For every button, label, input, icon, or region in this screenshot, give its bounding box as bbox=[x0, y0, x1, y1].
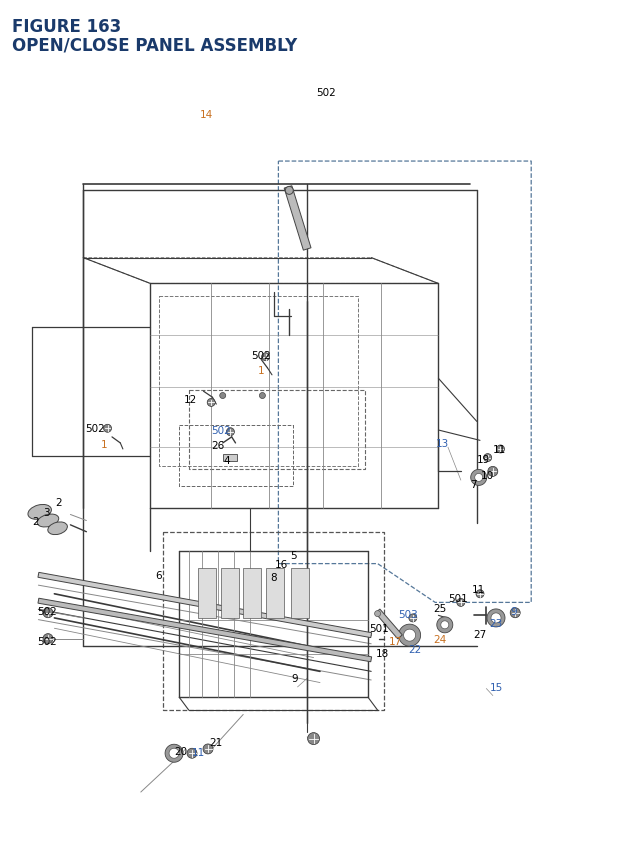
Polygon shape bbox=[475, 474, 483, 482]
Text: 502: 502 bbox=[37, 606, 57, 616]
Polygon shape bbox=[375, 610, 403, 639]
Polygon shape bbox=[38, 573, 372, 638]
Text: 11: 11 bbox=[472, 585, 485, 595]
Text: 15: 15 bbox=[490, 682, 502, 692]
Circle shape bbox=[43, 634, 53, 644]
Polygon shape bbox=[169, 748, 179, 759]
Text: 24: 24 bbox=[434, 634, 447, 644]
Polygon shape bbox=[404, 629, 415, 641]
Bar bbox=[198, 568, 216, 618]
Circle shape bbox=[308, 733, 319, 745]
Text: 501: 501 bbox=[448, 593, 467, 604]
Polygon shape bbox=[441, 621, 449, 629]
Text: 2: 2 bbox=[32, 517, 38, 527]
Text: 11: 11 bbox=[192, 747, 205, 758]
Ellipse shape bbox=[48, 523, 67, 535]
Circle shape bbox=[187, 748, 197, 759]
Circle shape bbox=[510, 608, 520, 618]
Text: 5: 5 bbox=[290, 550, 296, 561]
Circle shape bbox=[285, 187, 293, 195]
Text: 502: 502 bbox=[37, 636, 57, 647]
Text: 6: 6 bbox=[156, 570, 162, 580]
Text: 17: 17 bbox=[389, 636, 402, 647]
Text: 22: 22 bbox=[408, 644, 421, 654]
Text: 11: 11 bbox=[493, 444, 506, 455]
Text: 12: 12 bbox=[184, 394, 197, 405]
Text: 26: 26 bbox=[211, 440, 224, 450]
Polygon shape bbox=[165, 745, 183, 762]
Polygon shape bbox=[284, 187, 311, 251]
Circle shape bbox=[203, 744, 213, 754]
Circle shape bbox=[374, 611, 381, 616]
Text: 25: 25 bbox=[434, 603, 447, 613]
Text: 14: 14 bbox=[200, 109, 212, 120]
Polygon shape bbox=[487, 610, 505, 627]
Bar bbox=[223, 455, 237, 461]
Text: 20: 20 bbox=[174, 746, 187, 756]
Ellipse shape bbox=[28, 505, 51, 520]
Text: 7: 7 bbox=[470, 480, 477, 490]
Circle shape bbox=[207, 399, 215, 407]
Bar bbox=[221, 568, 239, 618]
Circle shape bbox=[43, 608, 53, 618]
Ellipse shape bbox=[37, 515, 59, 527]
Text: 1: 1 bbox=[101, 439, 108, 449]
Text: 501: 501 bbox=[370, 623, 389, 634]
Polygon shape bbox=[399, 624, 420, 647]
Circle shape bbox=[262, 353, 269, 362]
Text: 9: 9 bbox=[511, 606, 517, 616]
Text: 4: 4 bbox=[224, 455, 230, 466]
Text: 13: 13 bbox=[436, 438, 449, 449]
Text: 9: 9 bbox=[291, 673, 298, 684]
Text: 10: 10 bbox=[481, 470, 494, 480]
Circle shape bbox=[457, 598, 465, 607]
Circle shape bbox=[488, 467, 498, 477]
Text: 23: 23 bbox=[490, 618, 502, 629]
Polygon shape bbox=[471, 470, 487, 486]
Text: 502: 502 bbox=[317, 88, 336, 98]
Text: 8: 8 bbox=[271, 572, 277, 582]
Text: 18: 18 bbox=[376, 648, 389, 659]
Bar bbox=[243, 568, 261, 618]
Text: 502: 502 bbox=[211, 425, 230, 436]
Text: 502: 502 bbox=[85, 424, 104, 434]
Text: 21: 21 bbox=[210, 737, 223, 747]
Text: OPEN/CLOSE PANEL ASSEMBLY: OPEN/CLOSE PANEL ASSEMBLY bbox=[12, 36, 297, 54]
Circle shape bbox=[484, 454, 492, 462]
Polygon shape bbox=[437, 617, 453, 633]
Circle shape bbox=[227, 428, 234, 437]
Text: 3: 3 bbox=[43, 507, 49, 517]
Text: 1: 1 bbox=[258, 365, 264, 375]
Text: 502: 502 bbox=[252, 350, 271, 361]
Text: 503: 503 bbox=[399, 610, 418, 620]
Polygon shape bbox=[38, 598, 372, 662]
Circle shape bbox=[497, 445, 504, 454]
Text: 16: 16 bbox=[275, 560, 288, 570]
Circle shape bbox=[476, 590, 484, 598]
Circle shape bbox=[409, 614, 417, 623]
Text: 19: 19 bbox=[477, 455, 490, 465]
Circle shape bbox=[259, 393, 266, 399]
Text: FIGURE 163: FIGURE 163 bbox=[12, 18, 121, 36]
Circle shape bbox=[104, 424, 111, 433]
Circle shape bbox=[220, 393, 226, 399]
Polygon shape bbox=[491, 613, 501, 623]
Text: 2: 2 bbox=[56, 498, 62, 508]
Text: 27: 27 bbox=[474, 629, 486, 640]
Bar bbox=[291, 568, 309, 618]
Bar bbox=[266, 568, 284, 618]
